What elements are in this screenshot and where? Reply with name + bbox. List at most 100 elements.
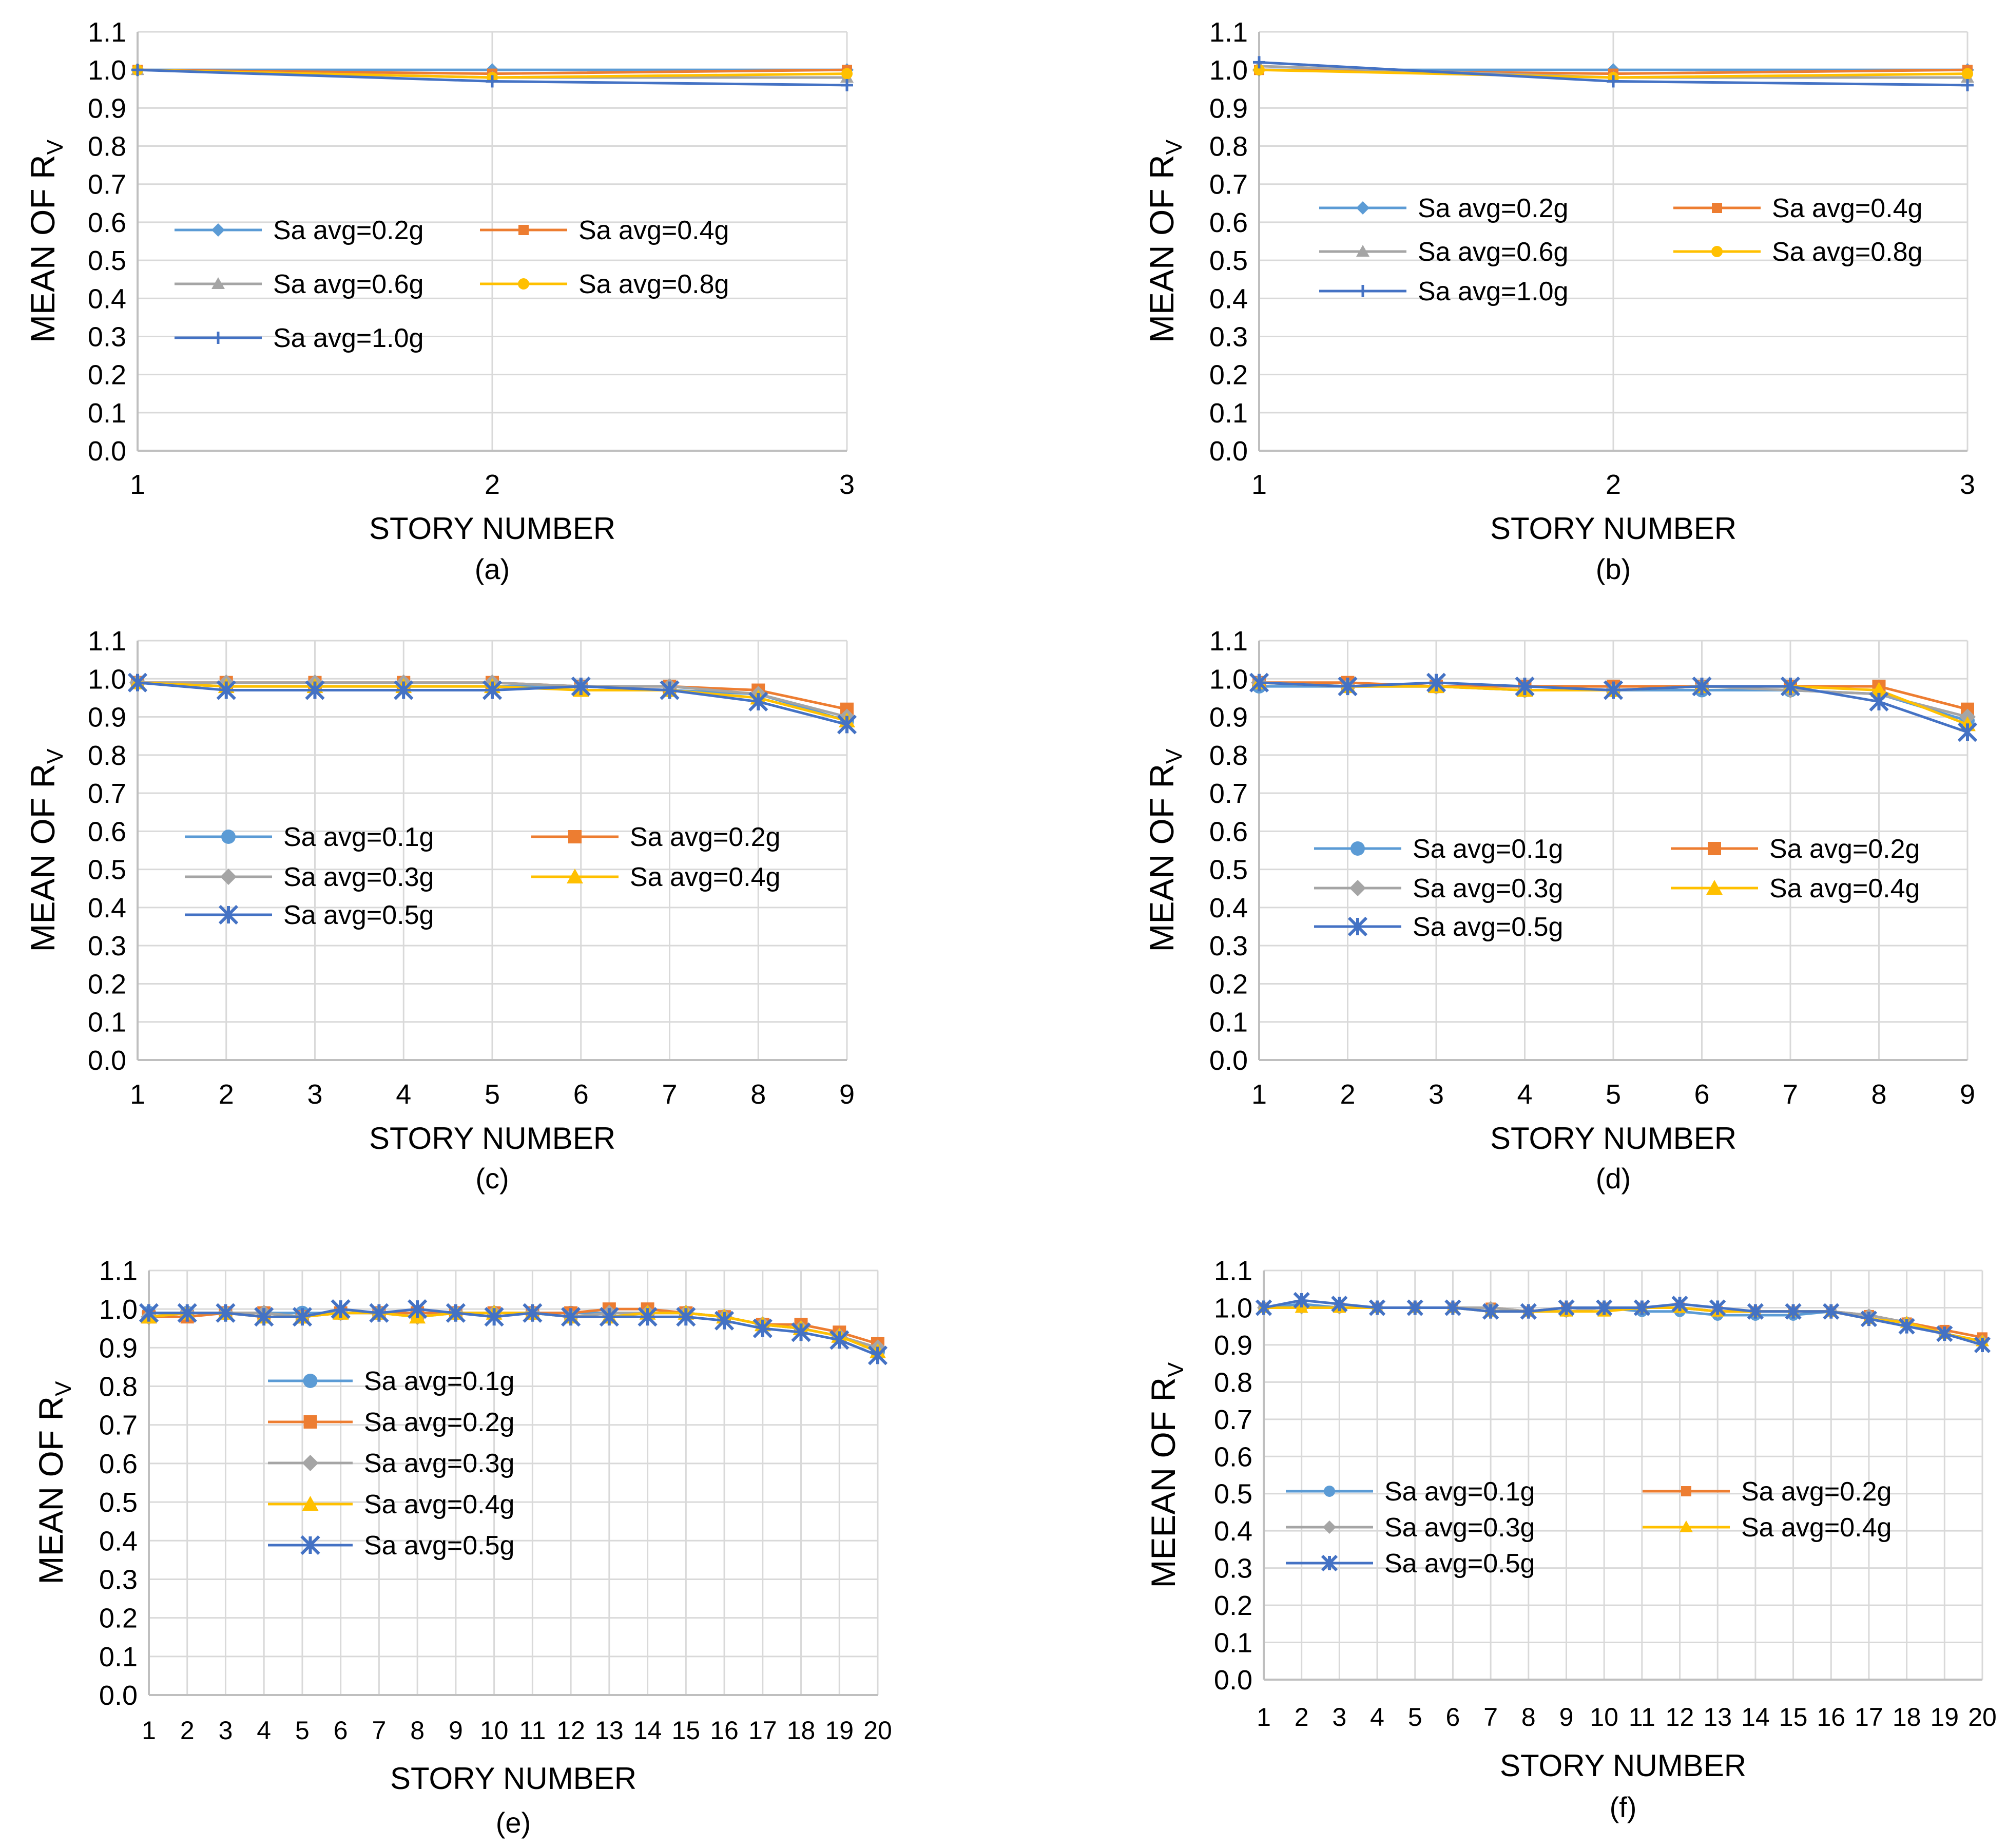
- panel-f-x-tick-label: 14: [1741, 1703, 1770, 1731]
- panel-b-y-tick-label: 0.6: [1209, 207, 1248, 238]
- panel-c-x-tick-label: 6: [573, 1079, 589, 1110]
- panel-e-series-5-point: [791, 1322, 811, 1342]
- panel-d-legend-item: Sa avg=0.1g: [1314, 834, 1563, 864]
- panel-f-x-tick-label: 13: [1703, 1703, 1732, 1731]
- panel-f-series-5-point: [1785, 1303, 1802, 1320]
- panel-e-x-tick-label: 16: [710, 1716, 739, 1745]
- panel-c-series-5-point: [394, 680, 414, 700]
- panel-d-legend-item: Sa avg=0.4g: [1671, 874, 1920, 903]
- panel-d-series-5-point: [1249, 672, 1269, 692]
- panel-b-y-tick-label: 1.1: [1209, 17, 1248, 48]
- panel-f-grid: [1264, 1269, 1983, 1681]
- panel-b-y-axis-title-sub: V: [1162, 139, 1187, 155]
- panel-c-x-tick-label: 3: [307, 1079, 322, 1110]
- panel-a-y-tick-label: 0.2: [88, 360, 126, 391]
- panel-b-legend-item: Sa avg=0.4g: [1673, 194, 1922, 223]
- panel-b-x-axis-title: STORY NUMBER: [1490, 511, 1736, 546]
- panel-d-grid: [1259, 640, 1969, 1061]
- panel-c-legend-item: Sa avg=0.2g: [531, 822, 780, 852]
- panel-d-y-tick-label: 1.1: [1209, 626, 1248, 657]
- panel-d-y-tick-label: 0.1: [1209, 1007, 1248, 1038]
- panel-d-legend-swatch-marker: [1708, 842, 1721, 855]
- panel-e-x-tick-label: 11: [519, 1716, 546, 1745]
- panel-e-x-tick-label: 18: [787, 1716, 816, 1745]
- panel-f-series-5-point: [1823, 1303, 1840, 1320]
- panel-d-series-5-point: [1426, 672, 1446, 692]
- panel-f-series-5-point: [1860, 1311, 1878, 1327]
- panel-f-x-tick-label: 5: [1408, 1703, 1422, 1731]
- panel-a-y-tick-label: 0.7: [88, 169, 126, 200]
- panel-b-series-5-point: [1253, 56, 1265, 69]
- panel-e-legend-label: Sa avg=0.1g: [364, 1366, 514, 1396]
- panel-e-series-5-point: [752, 1318, 773, 1338]
- panel-f-x-tick-label: 20: [1968, 1703, 1997, 1731]
- panel-c-series-5-point: [127, 672, 148, 692]
- panel-e-x-tick-label: 20: [863, 1716, 892, 1745]
- panel-b-legend-label: Sa avg=0.4g: [1772, 194, 1922, 223]
- panel-c-x-tick-label: 2: [219, 1079, 234, 1110]
- panel-b-legend-item: Sa avg=0.2g: [1319, 194, 1568, 223]
- panel-d-y-tick-label: 0.9: [1209, 702, 1248, 733]
- panel-a-y-tick-label: 0.1: [88, 398, 126, 429]
- panel-a-series-5: [131, 64, 853, 91]
- panel-d-legend-label: Sa avg=0.1g: [1413, 834, 1563, 864]
- panel-e-x-tick-label: 13: [595, 1716, 624, 1745]
- panel-f-legend-item: Sa avg=0.5g: [1286, 1549, 1535, 1578]
- panel-a-legend-swatch-marker: [211, 223, 225, 237]
- panel-a-y-tick-label: 0.9: [88, 93, 126, 124]
- panel-f-x-tick-label: 8: [1521, 1703, 1536, 1731]
- panel-e-y-tick-label: 0.1: [99, 1642, 138, 1672]
- panel-b-series-5-point: [1607, 75, 1619, 88]
- panel-c-y-axis-title: MEAN OF RV: [24, 748, 68, 952]
- panel-d-legend-swatch-marker: [1349, 880, 1366, 896]
- panel-e-y-tick-label: 0.2: [99, 1603, 138, 1634]
- panel-b-legend-swatch-marker: [1711, 246, 1723, 257]
- panel-d-x-tick-label: 5: [1606, 1079, 1621, 1110]
- panel-c-y-tick-label: 0.8: [88, 740, 126, 771]
- panel-f-legend-label: Sa avg=0.2g: [1741, 1477, 1892, 1507]
- panel-e-x-tick-label: 15: [672, 1716, 701, 1745]
- panel-d-legend-label: Sa avg=0.2g: [1769, 834, 1920, 864]
- panel-c-series-5-point: [571, 677, 591, 697]
- panel-e-series-5-point: [484, 1307, 504, 1327]
- panel-d-series-5: [1249, 672, 1978, 742]
- panel-e-x-tick-label: 6: [334, 1716, 348, 1745]
- panel-d-y-tick-label: 0.2: [1209, 969, 1248, 999]
- panel-e-x-tick-label: 1: [142, 1716, 156, 1745]
- panel-f-legend-item: Sa avg=0.3g: [1286, 1513, 1535, 1543]
- panel-c-y-tick-label: 0.1: [88, 1007, 126, 1038]
- panel-c-y-tick-label: 0.5: [88, 855, 126, 886]
- panel-a-legend-swatch-marker: [518, 278, 529, 290]
- panel-e-legend-swatch-marker: [300, 1535, 320, 1555]
- panel-d-x-tick-label: 4: [1517, 1079, 1532, 1110]
- panel-f-x-tick-label: 10: [1590, 1703, 1618, 1731]
- panel-e-y-tick-label: 0.4: [99, 1526, 138, 1556]
- panel-c-y-axis-title-sub: V: [43, 748, 68, 764]
- panel-f-legend-swatch-marker: [1680, 1520, 1693, 1532]
- panel-e: 0.00.10.20.30.40.50.60.70.80.91.01.11 2 3 4…: [32, 1256, 892, 1839]
- panel-a-y-tick-label: 1.0: [88, 55, 126, 86]
- panel-e-series-5-point: [829, 1330, 850, 1350]
- panel-a-legend-label: Sa avg=0.2g: [273, 216, 423, 245]
- panel-d-series-5-point: [1780, 677, 1801, 697]
- panel-d-x-tick-label: 8: [1871, 1079, 1886, 1110]
- panel-b-legend-label: Sa avg=0.8g: [1772, 237, 1922, 267]
- panel-e-legend-swatch-marker: [302, 1455, 319, 1471]
- panel-d-legend-label: Sa avg=0.3g: [1413, 874, 1563, 903]
- panel-e-series-5-point: [369, 1303, 389, 1323]
- panel-f-x-tick-label: 7: [1483, 1703, 1498, 1731]
- panel-b: 0.0 0.1 0.2 0.3 0.4 0.5 0.6 0.7 0.8 0.9 1.0 1.1 1 2 3 S…: [1143, 17, 1975, 585]
- panel-d: 0.0 0.1 0.2 0.3 0.4 0.5 0.6 0.7 0.8 0.9 1.0 1.1 1 2 3 4…: [1143, 626, 1978, 1195]
- panel-f-x-tick-label: 4: [1370, 1703, 1384, 1731]
- panel-d-series-5-point: [1692, 677, 1712, 697]
- panel-f-y-tick-label: 1.0: [1214, 1293, 1252, 1323]
- panel-c-legend-swatch-marker: [218, 904, 239, 925]
- panel-e-y-tick-label: 1.0: [99, 1294, 138, 1325]
- panel-d-x-tick-label: 1: [1251, 1079, 1267, 1110]
- panel-e-legend-item: Sa avg=0.4g: [268, 1490, 514, 1519]
- panel-e-grid: [149, 1269, 879, 1696]
- panel-a-x-axis-title: STORY NUMBER: [369, 511, 615, 546]
- panel-b-legend-item: Sa avg=1.0g: [1319, 277, 1568, 306]
- panel-f-legend-swatch-marker: [1681, 1486, 1691, 1496]
- panel-d-y-tick-label: 1.0: [1209, 664, 1248, 695]
